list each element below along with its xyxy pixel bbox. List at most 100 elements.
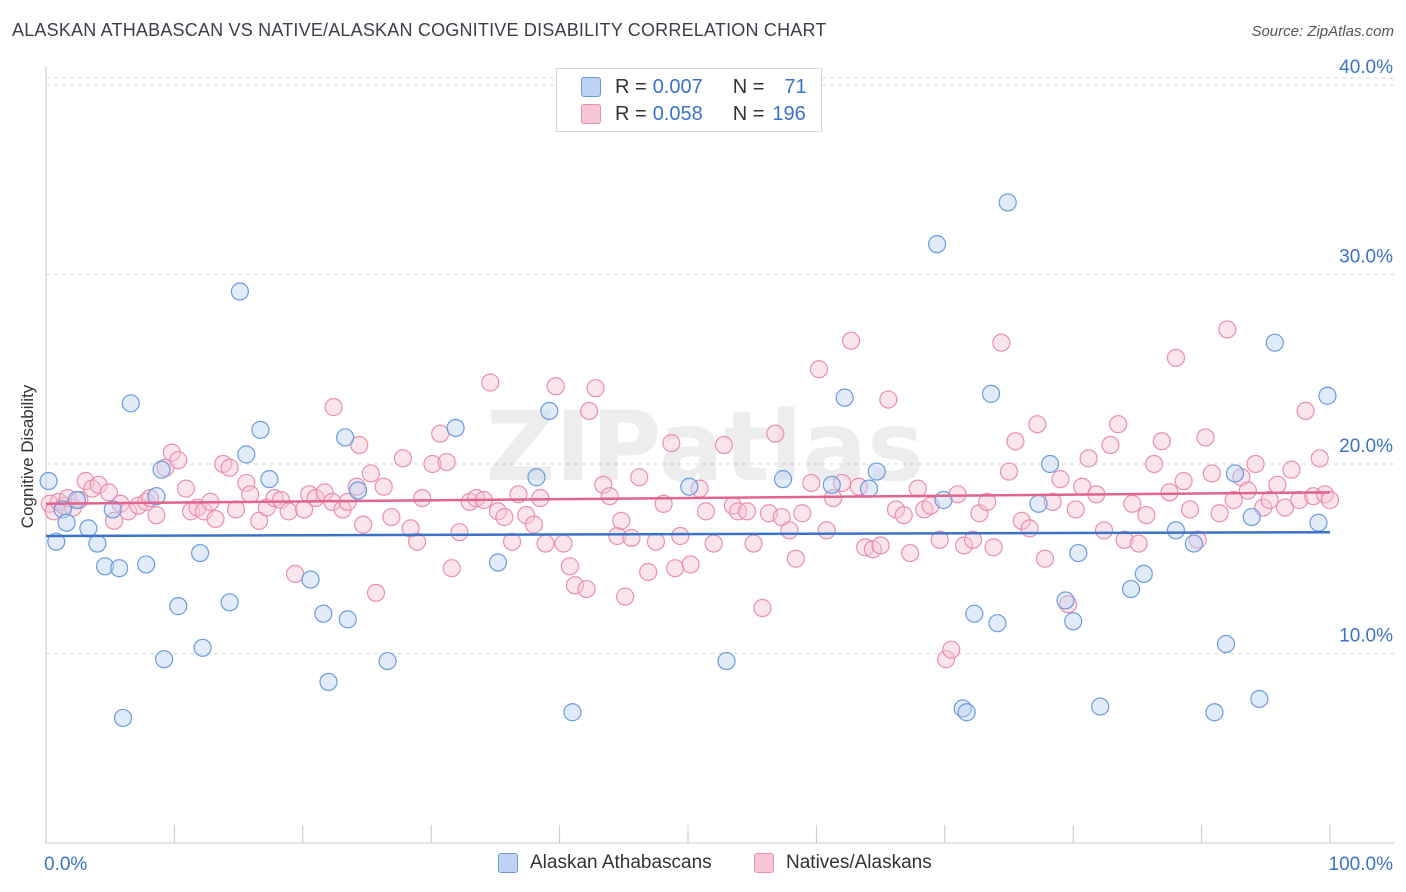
trend-line xyxy=(45,530,1331,538)
data-point xyxy=(1202,464,1221,483)
data-point xyxy=(662,434,681,453)
data-point xyxy=(1028,415,1047,434)
data-point xyxy=(600,487,619,506)
blue-swatch xyxy=(498,853,518,873)
data-point xyxy=(110,559,129,578)
data-point xyxy=(1006,432,1025,451)
data-point xyxy=(407,532,427,551)
data-point xyxy=(867,462,886,481)
data-point xyxy=(169,597,188,616)
data-point xyxy=(1160,483,1179,502)
data-point xyxy=(835,388,854,407)
stats-legend: R = 0.007 N = 71 R = 0.058 N = 196 xyxy=(556,68,822,132)
data-point xyxy=(79,519,98,538)
data-point xyxy=(230,282,249,301)
data-point xyxy=(615,587,635,606)
data-point xyxy=(89,475,108,494)
data-point xyxy=(1174,471,1193,491)
data-point xyxy=(1268,475,1287,494)
data-point xyxy=(1040,454,1060,474)
data-point xyxy=(279,502,298,521)
data-point xyxy=(540,401,559,421)
data-point xyxy=(488,553,508,572)
data-point xyxy=(113,708,133,728)
data-point xyxy=(554,534,573,553)
n-value: 196 xyxy=(772,102,806,125)
data-point xyxy=(169,451,188,470)
data-point xyxy=(103,500,122,519)
data-point xyxy=(1109,415,1128,434)
data-point xyxy=(88,534,107,553)
data-point xyxy=(563,703,582,722)
data-point xyxy=(374,477,393,496)
data-point xyxy=(1216,634,1236,654)
data-point xyxy=(1035,549,1055,568)
data-point xyxy=(324,398,343,417)
data-point xyxy=(1043,492,1062,511)
data-point xyxy=(1166,348,1186,367)
data-point xyxy=(608,526,627,546)
data-point xyxy=(220,458,239,477)
data-point xyxy=(1121,579,1141,599)
data-point xyxy=(859,479,879,498)
data-point xyxy=(586,379,605,398)
data-point xyxy=(241,485,260,504)
legend-label-natives: Natives/Alaskans xyxy=(786,852,932,873)
data-point xyxy=(155,650,174,669)
data-point xyxy=(577,579,596,599)
data-point xyxy=(930,530,949,549)
data-point xyxy=(565,576,585,595)
y-tick-label: 30.0% xyxy=(1339,246,1393,267)
data-point xyxy=(737,502,757,521)
data-point xyxy=(378,651,397,671)
data-point xyxy=(147,506,166,525)
legend-item-athabascans: Alaskan Athabascans xyxy=(498,852,712,874)
r-value: 0.007 xyxy=(652,75,703,98)
data-point xyxy=(1250,689,1269,709)
data-point xyxy=(936,650,956,669)
data-point xyxy=(594,475,613,494)
data-point xyxy=(704,534,723,553)
data-point xyxy=(1115,530,1134,549)
data-point xyxy=(1079,449,1098,468)
r-label: R = xyxy=(615,102,647,125)
grid-lines xyxy=(46,77,1394,654)
data-point xyxy=(1051,470,1070,489)
data-point xyxy=(1069,543,1088,563)
data-point xyxy=(536,534,555,553)
data-point xyxy=(766,424,785,443)
data-point xyxy=(1012,511,1031,530)
data-point xyxy=(314,604,333,623)
data-point xyxy=(680,477,699,496)
data-point xyxy=(992,333,1011,352)
chart-title: ALASKAN ATHABASCAN VS NATIVE/ALASKAN COG… xyxy=(12,20,827,40)
data-point xyxy=(413,488,432,508)
data-point xyxy=(47,532,66,551)
data-point xyxy=(319,672,338,692)
data-point xyxy=(978,492,997,511)
data-point xyxy=(338,610,357,629)
data-point xyxy=(301,570,320,589)
data-point xyxy=(1184,534,1203,553)
data-point xyxy=(220,593,239,612)
data-point xyxy=(1309,513,1328,532)
data-point xyxy=(502,532,522,551)
data-point xyxy=(1152,432,1171,451)
data-point xyxy=(1144,454,1164,474)
data-point xyxy=(612,511,631,530)
data-point xyxy=(1320,490,1340,510)
data-point xyxy=(988,614,1007,633)
data-point xyxy=(793,504,812,523)
data-point xyxy=(67,490,86,510)
data-point xyxy=(646,532,666,551)
data-point xyxy=(630,468,649,487)
data-point xyxy=(524,515,544,534)
legend-row-pink: R = 0.058 N = 196 xyxy=(581,101,806,127)
data-point xyxy=(1224,490,1243,510)
data-point xyxy=(879,390,898,409)
x-tick-label-start: 0.0% xyxy=(44,854,87,875)
data-point xyxy=(1265,333,1284,352)
data-point xyxy=(817,521,836,540)
data-point xyxy=(517,506,536,525)
data-point xyxy=(998,193,1017,212)
